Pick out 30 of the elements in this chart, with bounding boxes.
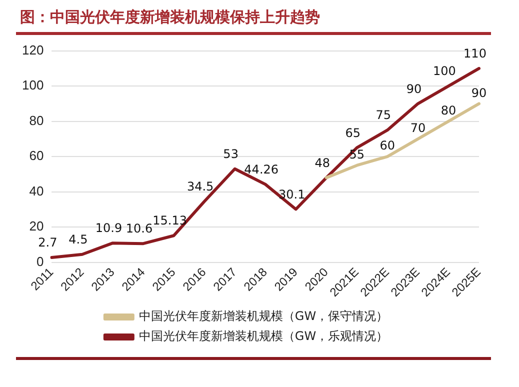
data-label: 100 <box>433 64 456 78</box>
chart-title: 图：中国光伏年度新增装机规模保持上升趋势 <box>16 6 491 35</box>
data-label: 10.9 <box>95 221 122 236</box>
data-label: 90 <box>406 82 422 96</box>
data-label: 90 <box>471 86 487 100</box>
data-label: 4.5 <box>68 232 88 246</box>
data-label: 10.6 <box>126 222 153 236</box>
y-tick-label: 60 <box>29 148 44 164</box>
legend-label: 中国光伏年度新增装机规模（GW，保守情况） <box>138 309 388 324</box>
data-label: 44.26 <box>244 162 279 176</box>
data-label: 15.13 <box>152 214 187 228</box>
y-tick-label: 40 <box>29 183 44 198</box>
data-label: 65 <box>345 126 361 140</box>
data-label: 2.7 <box>38 236 58 250</box>
y-tick-label: 20 <box>29 218 44 234</box>
data-label: 34.5 <box>186 180 214 194</box>
data-label: 55 <box>349 147 365 162</box>
data-label: 30.1 <box>278 187 306 202</box>
legend-label: 中国光伏年度新增装机规模（GW，乐观情况） <box>138 329 388 344</box>
data-label: 80 <box>440 103 456 118</box>
data-label: 110 <box>464 46 486 61</box>
y-tick-label: 100 <box>22 78 44 93</box>
data-label: 75 <box>376 108 392 122</box>
data-label: 53 <box>223 147 238 161</box>
data-label: 70 <box>410 121 426 136</box>
data-label: 48 <box>314 156 330 170</box>
y-tick-label: 120 <box>22 42 44 58</box>
y-tick-label: 0 <box>36 254 44 269</box>
data-label: 60 <box>380 138 396 153</box>
y-tick-label: 80 <box>29 112 44 128</box>
